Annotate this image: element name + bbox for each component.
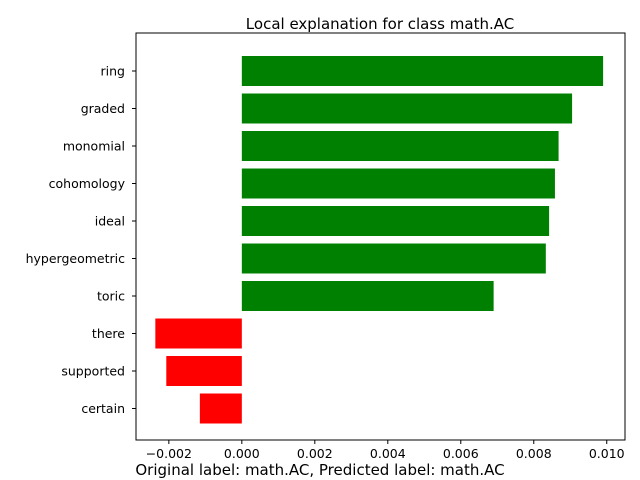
bar-cohomology (241, 168, 555, 199)
x-tick-label: 0.006 (443, 446, 479, 461)
bar-graded (241, 93, 573, 124)
caption: Original label: math.AC, Predicted label… (135, 461, 504, 479)
bar-toric (241, 281, 494, 311)
x-axis-ticks: −0.002 0.000 0.002 0.004 0.006 0.008 0.010 (146, 440, 625, 461)
y-tick-label: ideal (95, 214, 125, 229)
x-tick-label: 0.004 (370, 446, 406, 461)
chart-title: Local explanation for class math.AC (246, 15, 514, 33)
bar-ideal (241, 206, 550, 236)
bars-group (155, 56, 604, 424)
x-tick-label: 0.000 (224, 446, 260, 461)
y-tick-label: graded (81, 101, 125, 116)
bar-ring (241, 56, 604, 86)
bar-supported (166, 356, 242, 386)
x-tick-label: 0.002 (297, 446, 333, 461)
y-tick-label: there (92, 326, 125, 341)
y-tick-label: toric (97, 289, 125, 304)
y-tick-label: cohomology (49, 176, 126, 191)
y-tick-label: supported (61, 364, 125, 379)
bar-certain (199, 393, 242, 424)
bar-there (155, 318, 242, 349)
x-tick-label: 0.010 (589, 446, 625, 461)
plot-frame (135, 32, 626, 441)
bar-hypergeometric (241, 243, 546, 274)
y-tick-label: monomial (63, 139, 125, 154)
y-axis-ticks: ring graded monomial cohomology ideal hyperge… (26, 64, 136, 416)
y-tick-label: hypergeometric (26, 251, 126, 266)
y-tick-label: certain (81, 401, 125, 416)
y-tick-label: ring (101, 64, 125, 79)
x-tick-label: 0.008 (516, 446, 552, 461)
x-tick-label: −0.002 (146, 446, 192, 461)
bar-monomial (241, 131, 559, 161)
